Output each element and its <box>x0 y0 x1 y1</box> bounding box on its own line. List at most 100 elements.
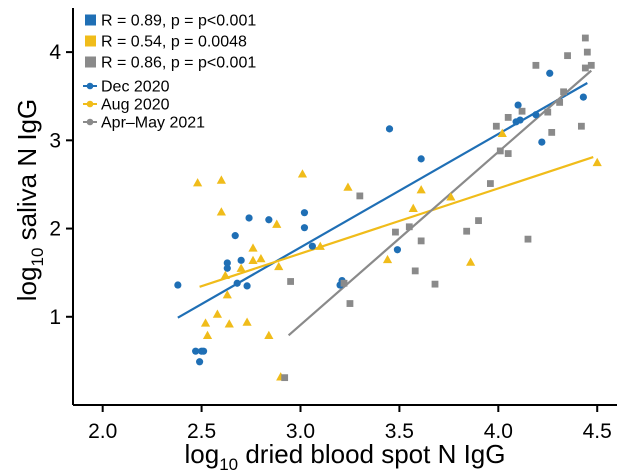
data-point-series-3 <box>431 280 439 288</box>
data-point-series-1 <box>174 281 182 289</box>
y-tick-label: 4 <box>49 41 61 64</box>
data-point-series-2 <box>222 290 232 299</box>
fit-line-series-3 <box>287 69 593 337</box>
data-point-series-2 <box>212 309 223 318</box>
y-axis-title-subscript: 10 <box>28 248 47 267</box>
data-point-series-3 <box>340 279 348 287</box>
data-point-series-3 <box>581 64 589 72</box>
data-point-series-1 <box>265 216 273 224</box>
data-point-series-3 <box>486 180 494 187</box>
fit-line-series-2 <box>199 156 594 288</box>
data-point-series-3 <box>581 34 589 42</box>
y-tick-label: 3 <box>49 129 61 152</box>
data-point-series-3 <box>496 147 504 155</box>
x-tick-label: 2.5 <box>187 420 216 443</box>
legend-stat-swatch <box>85 56 96 68</box>
data-point-series-3 <box>556 98 564 106</box>
legend-stat-label: R = 0.86, p = p<0.001 <box>101 55 256 72</box>
data-point-series-3 <box>411 267 419 275</box>
legend-series-marker <box>86 118 94 126</box>
data-point-series-2 <box>382 254 393 264</box>
data-point-series-3 <box>475 217 482 225</box>
data-point-series-2 <box>343 182 353 191</box>
x-tick-label: 3.5 <box>385 420 414 443</box>
data-point-series-2 <box>466 257 476 266</box>
data-point-series-1 <box>538 138 546 146</box>
data-point-series-3 <box>544 108 552 116</box>
y-axis-title-rest: saliva N IgG <box>12 99 42 248</box>
data-point-series-1 <box>223 264 231 272</box>
data-point-series-1 <box>300 224 309 232</box>
data-point-series-2 <box>274 261 284 271</box>
legend-series-label: Dec 2020 <box>101 79 170 96</box>
data-point-series-3 <box>518 107 526 115</box>
data-point-series-3 <box>346 300 354 307</box>
data-points <box>174 34 602 382</box>
data-point-series-1 <box>223 259 231 267</box>
legend-series-label: Apr–May 2021 <box>101 115 205 132</box>
y-axis-title-prefix: log <box>12 267 42 302</box>
legend: R = 0.89, p = p<0.001 R = 0.54, p = 0.004… <box>83 13 256 132</box>
data-point-series-3 <box>504 150 512 157</box>
y-ticks: 1 2 3 4 <box>49 41 73 329</box>
data-point-series-1 <box>196 358 204 366</box>
data-point-series-3 <box>392 228 399 236</box>
data-point-series-1 <box>199 347 208 355</box>
x-tick-label: 4.5 <box>583 420 612 443</box>
data-point-series-1 <box>231 232 239 240</box>
data-point-series-2 <box>242 317 252 326</box>
data-point-series-1 <box>385 125 394 133</box>
x-ticks: 2.0 2.5 3.0 3.5 4.0 4.5 <box>88 405 612 443</box>
data-point-series-1 <box>514 101 522 109</box>
x-axis-title-prefix: log <box>184 439 219 469</box>
data-point-series-2 <box>497 128 507 137</box>
x-axis-title-subscript: 10 <box>219 455 238 473</box>
x-tick-label: 4.0 <box>484 420 513 443</box>
data-point-series-3 <box>548 128 556 136</box>
data-point-series-3 <box>524 235 532 243</box>
legend-stat-swatch <box>85 35 96 47</box>
data-point-series-3 <box>281 374 289 382</box>
data-point-series-1 <box>532 111 540 119</box>
data-point-series-3 <box>587 61 595 69</box>
data-point-series-1 <box>243 282 251 290</box>
data-point-series-1 <box>579 93 587 101</box>
data-point-series-1 <box>308 242 316 250</box>
data-point-series-2 <box>220 270 230 279</box>
data-point-series-3 <box>564 52 571 60</box>
data-point-series-1 <box>237 256 245 264</box>
data-point-series-1 <box>393 246 402 254</box>
data-point-series-3 <box>532 61 540 69</box>
data-point-series-3 <box>577 122 585 130</box>
x-tick-label: 2.0 <box>88 420 117 443</box>
x-tick-label: 3.0 <box>286 420 315 443</box>
data-point-series-2 <box>224 319 234 328</box>
x-axis-title: log10 dried blood spot N IgG <box>184 439 505 473</box>
legend-series-label: Aug 2020 <box>101 97 170 114</box>
data-point-series-2 <box>202 330 213 339</box>
legend-stat-label: R = 0.54, p = 0.0048 <box>101 34 247 51</box>
data-point-series-2 <box>248 243 258 252</box>
data-point-series-1 <box>546 69 554 77</box>
data-point-series-1 <box>192 347 200 355</box>
data-point-series-2 <box>216 207 226 216</box>
y-tick-label: 2 <box>49 218 61 241</box>
data-point-series-2 <box>236 263 246 272</box>
legend-stat-swatch <box>85 14 96 26</box>
data-point-series-2 <box>256 253 266 263</box>
data-point-series-1 <box>300 209 309 217</box>
data-point-series-3 <box>287 278 294 285</box>
data-point-series-3 <box>583 48 591 56</box>
data-point-series-2 <box>416 185 426 194</box>
fit-lines <box>177 69 594 337</box>
y-axis-title: log10 saliva N IgG <box>12 99 47 301</box>
data-point-series-1 <box>245 214 253 222</box>
data-point-series-2 <box>408 203 418 212</box>
data-point-series-3 <box>560 88 567 96</box>
data-point-series-1 <box>516 116 524 124</box>
data-point-series-2 <box>248 255 258 264</box>
data-point-series-2 <box>193 178 203 187</box>
legend-stat-label: R = 0.89, p = p<0.001 <box>101 13 256 30</box>
data-point-series-2 <box>216 175 226 184</box>
